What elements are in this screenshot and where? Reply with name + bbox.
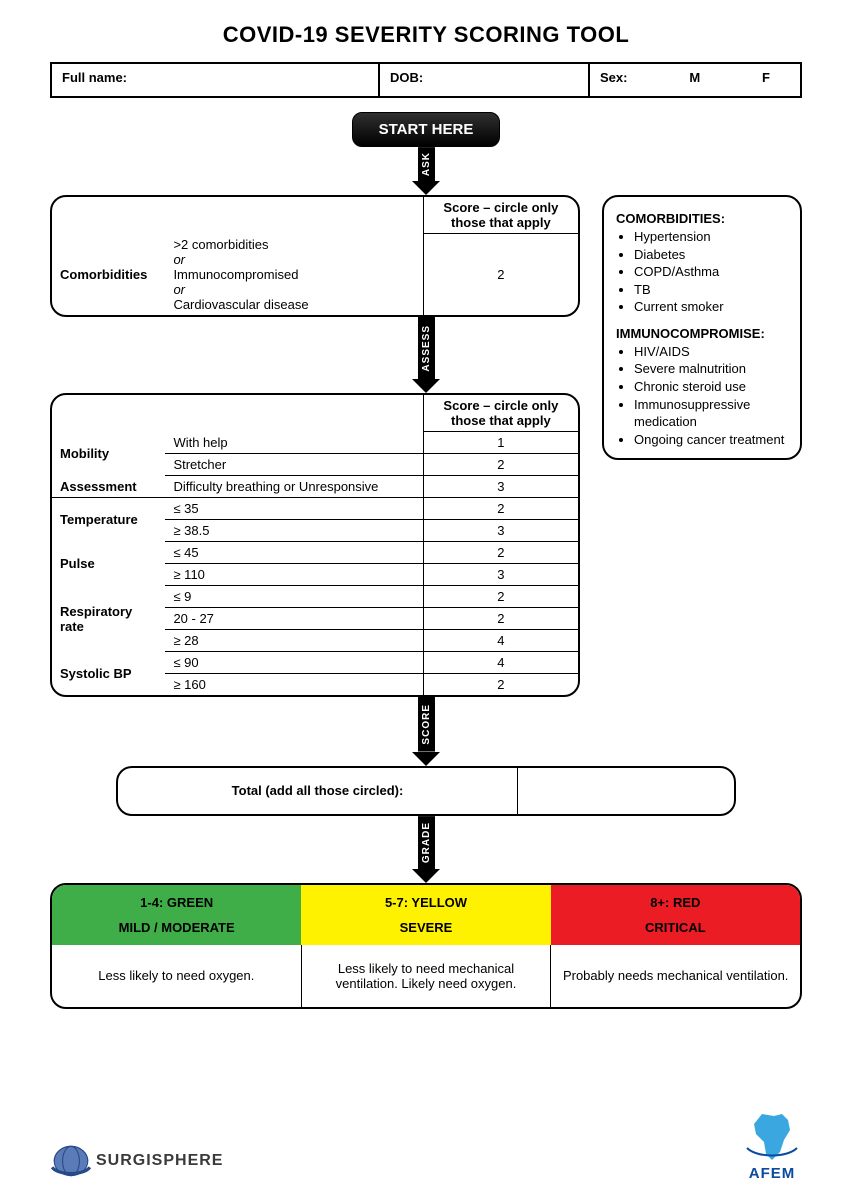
comorbidities-score[interactable]: 2: [423, 234, 578, 315]
grade-box: 1-4: GREENMILD / MODERATE5-7: YELLOWSEVE…: [50, 883, 802, 1009]
crit-line: or: [173, 282, 414, 297]
assess-score[interactable]: 3: [423, 476, 578, 498]
assess-criterion: ≥ 160: [165, 674, 423, 696]
comorbidities-criteria: >2 comorbidities or Immunocompromised or…: [165, 234, 423, 315]
assess-criterion: ≥ 110: [165, 564, 423, 586]
grade-desc-cell: Less likely to need mechanical ventilati…: [302, 945, 552, 1007]
arrow-assess: ASSESS: [413, 317, 439, 394]
score-header-2: Score – circle only those that apply: [423, 395, 578, 432]
list-item: Current smoker: [634, 298, 788, 316]
crit-line: Cardiovascular disease: [173, 297, 414, 312]
assess-row-label: Systolic BP: [52, 652, 165, 696]
immuno-heading: IMMUNOCOMPROMISE:: [616, 326, 788, 341]
africa-map-icon: [742, 1110, 802, 1162]
comorbidities-list: Hypertension Diabetes COPD/Asthma TB Cur…: [634, 228, 788, 316]
logos-row: SURGISPHERE AFEM: [50, 1110, 802, 1182]
arrow-head-icon: [412, 181, 440, 195]
assess-score[interactable]: 2: [423, 498, 578, 520]
comorbidities-box: Score – circle only those that apply Com…: [50, 195, 580, 317]
list-item: Diabetes: [634, 246, 788, 264]
patient-info-box: Full name: DOB: Sex: M F: [50, 62, 802, 98]
afem-text: AFEM: [742, 1165, 802, 1182]
assess-score[interactable]: 1: [423, 432, 578, 454]
grade-header-cell: 8+: REDCRITICAL: [551, 885, 800, 945]
assess-criterion: Stretcher: [165, 454, 423, 476]
afem-logo: AFEM: [742, 1110, 802, 1182]
assess-score[interactable]: 3: [423, 520, 578, 542]
crit-line: >2 comorbidities: [173, 237, 414, 252]
assess-criterion: ≥ 28: [165, 630, 423, 652]
crit-line: Immunocompromised: [173, 267, 414, 282]
assess-row-label: Pulse: [52, 542, 165, 586]
assess-score[interactable]: 4: [423, 652, 578, 674]
list-item: Severe malnutrition: [634, 360, 788, 378]
score-header-1: Score – circle only those that apply: [423, 197, 578, 234]
total-box: Total (add all those circled):: [116, 766, 736, 816]
assess-criterion: 20 - 27: [165, 608, 423, 630]
sex-m-option[interactable]: M: [689, 70, 700, 90]
arrow-grade-label: GRADE: [418, 816, 435, 869]
assess-score[interactable]: 4: [423, 630, 578, 652]
assess-criterion: ≤ 45: [165, 542, 423, 564]
assess-score[interactable]: 2: [423, 586, 578, 608]
assess-row-label: Assessment: [52, 476, 165, 498]
assess-criterion: ≤ 9: [165, 586, 423, 608]
comorbidities-label: Comorbidities: [52, 234, 165, 315]
dob-field[interactable]: DOB:: [380, 64, 590, 96]
assess-row-label: Respiratory rate: [52, 586, 165, 652]
total-value-field[interactable]: [518, 768, 734, 814]
sex-label: Sex:: [600, 70, 627, 90]
crit-line: or: [173, 252, 414, 267]
grade-header-cell: 1-4: GREENMILD / MODERATE: [52, 885, 301, 945]
arrow-head-icon: [412, 752, 440, 766]
globe-icon: [50, 1140, 92, 1182]
arrow-score-label: SCORE: [418, 697, 435, 752]
assess-criterion: ≤ 90: [165, 652, 423, 674]
sex-field[interactable]: Sex: M F: [590, 64, 800, 96]
arrow-head-icon: [412, 869, 440, 883]
grade-desc-cell: Probably needs mechanical ventilation.: [551, 945, 800, 1007]
assess-criterion: ≤ 35: [165, 498, 423, 520]
full-name-field[interactable]: Full name:: [52, 64, 380, 96]
grade-header-cell: 5-7: YELLOWSEVERE: [301, 885, 550, 945]
arrow-score: SCORE: [413, 697, 439, 766]
assess-score[interactable]: 3: [423, 564, 578, 586]
arrow-assess-label: ASSESS: [418, 317, 435, 380]
assess-row-label: Temperature: [52, 498, 165, 542]
assessment-box: Score – circle only those that apply Mob…: [50, 393, 580, 697]
assess-criterion: With help: [165, 432, 423, 454]
start-here-button: START HERE: [352, 112, 501, 147]
arrow-ask: ASK: [413, 147, 439, 195]
list-item: HIV/AIDS: [634, 343, 788, 361]
comorbidities-heading: COMORBIDITIES:: [616, 211, 788, 226]
total-label: Total (add all those circled):: [118, 768, 518, 814]
surgisphere-text: SURGISPHERE: [96, 1152, 223, 1170]
grade-desc-cell: Less likely to need oxygen.: [52, 945, 302, 1007]
list-item: COPD/Asthma: [634, 263, 788, 281]
assess-criterion: ≥ 38.5: [165, 520, 423, 542]
page-title: COVID-19 SEVERITY SCORING TOOL: [0, 0, 852, 62]
list-item: Hypertension: [634, 228, 788, 246]
assess-score[interactable]: 2: [423, 542, 578, 564]
list-item: TB: [634, 281, 788, 299]
surgisphere-logo: SURGISPHERE: [50, 1140, 223, 1182]
arrow-head-icon: [412, 379, 440, 393]
assess-score[interactable]: 2: [423, 674, 578, 696]
arrow-grade: GRADE: [413, 816, 439, 883]
arrow-ask-label: ASK: [418, 147, 435, 181]
assess-score[interactable]: 2: [423, 608, 578, 630]
sex-f-option[interactable]: F: [762, 70, 770, 90]
assess-score[interactable]: 2: [423, 454, 578, 476]
assess-criterion: Difficulty breathing or Unresponsive: [165, 476, 423, 498]
assess-row-label: Mobility: [52, 432, 165, 476]
